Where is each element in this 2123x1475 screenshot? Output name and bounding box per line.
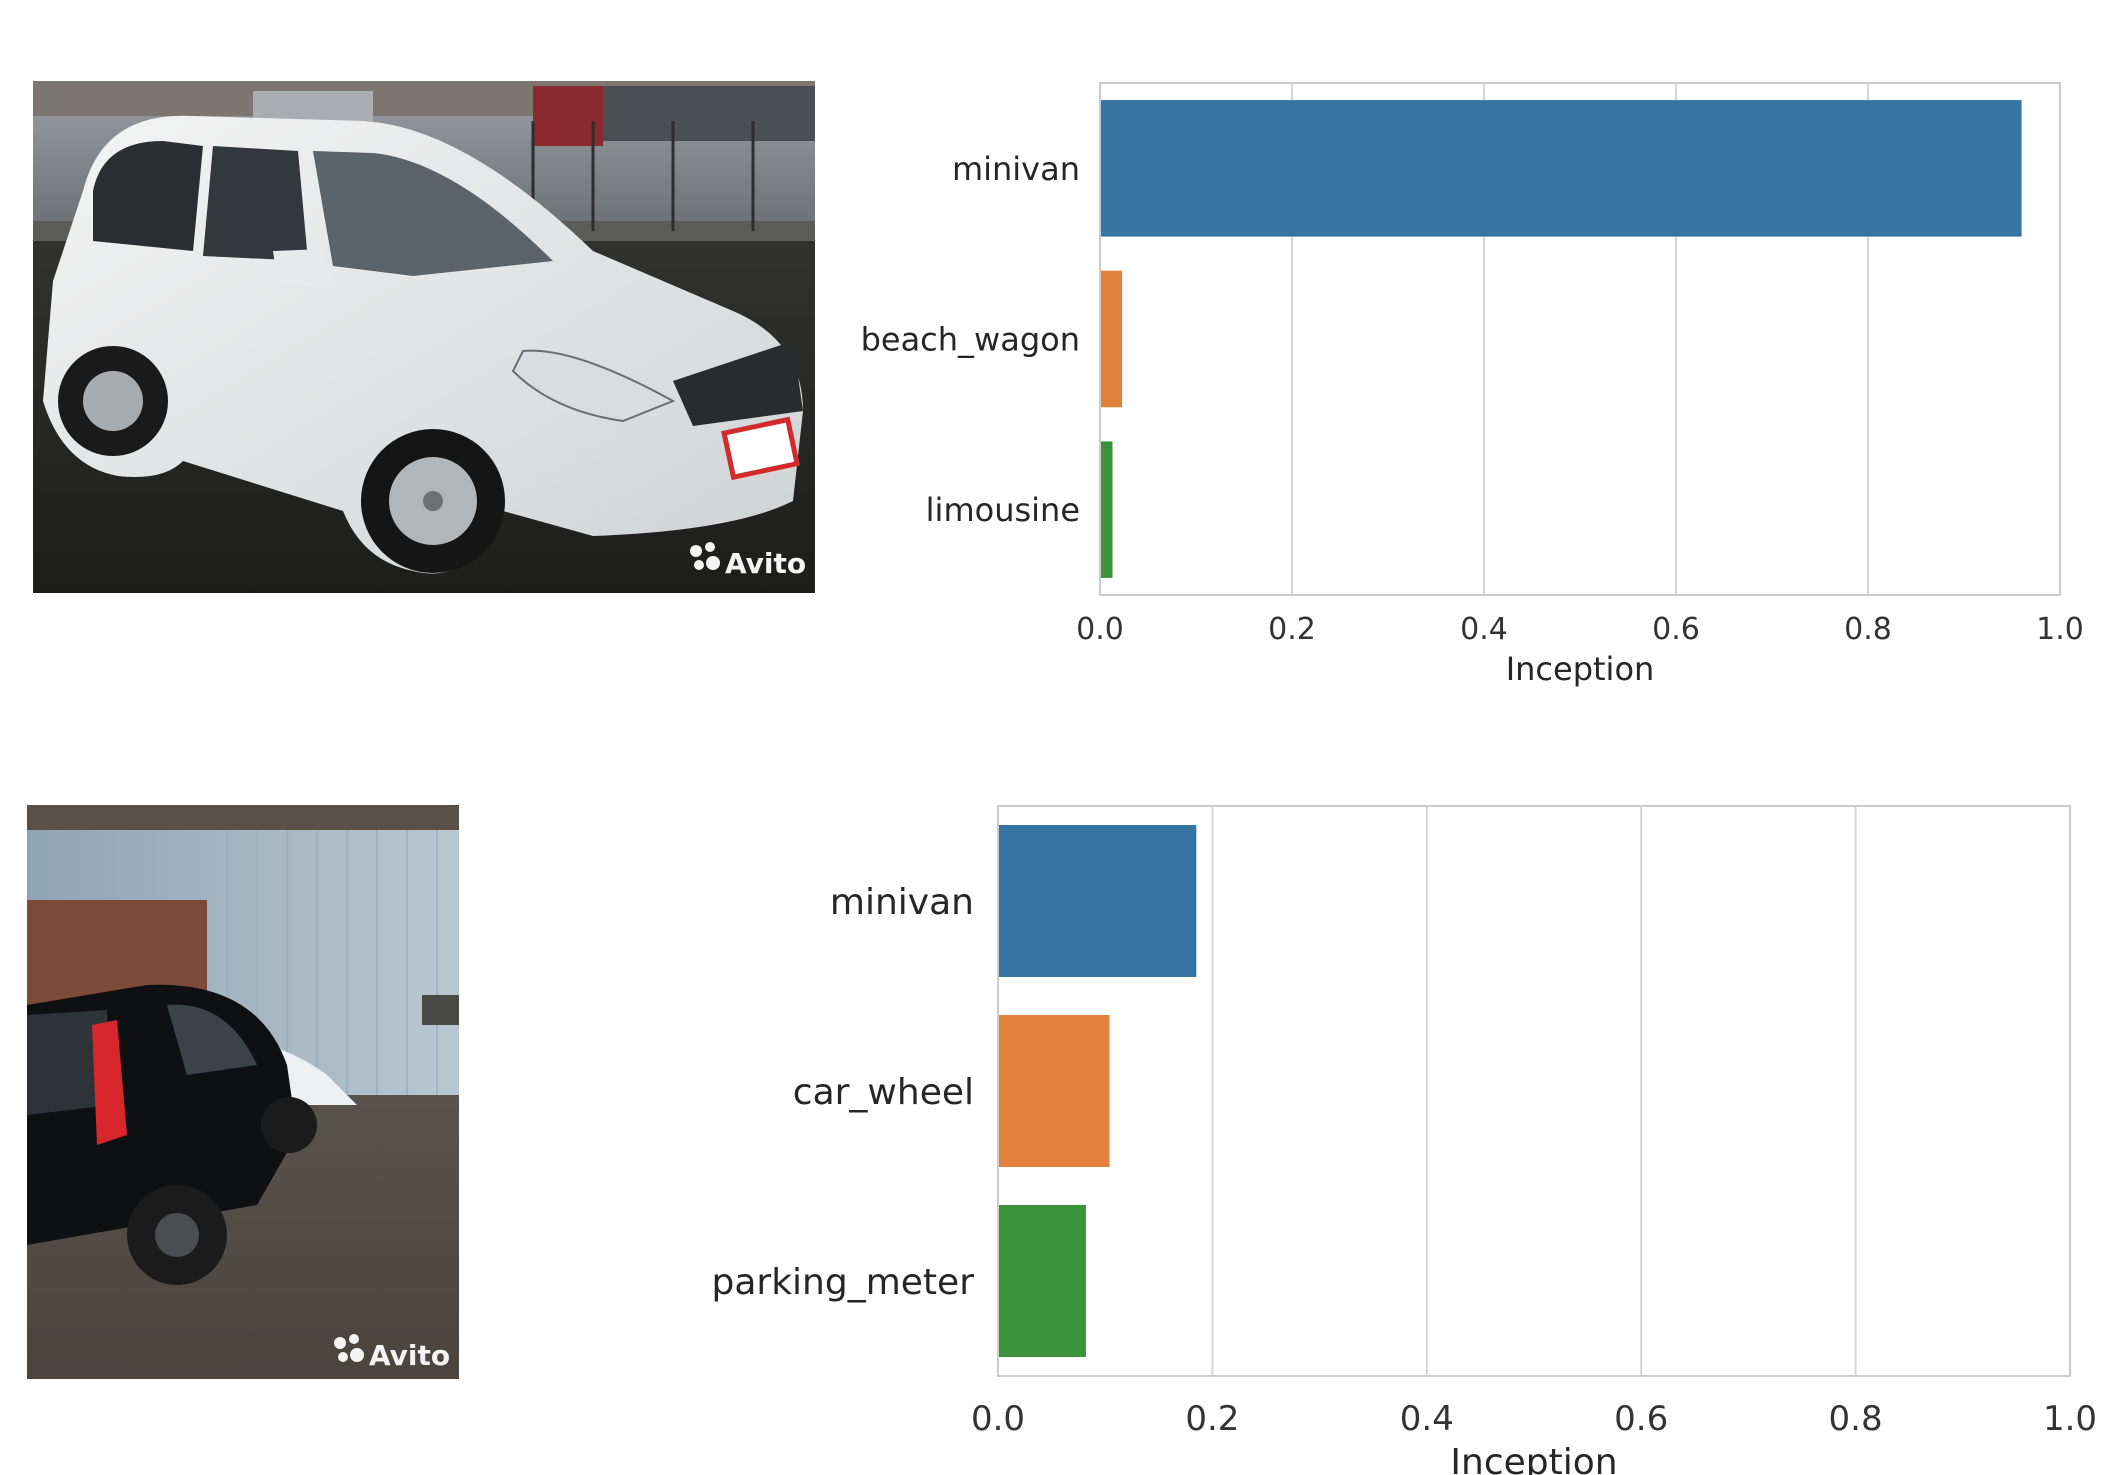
bar-limousine (1100, 441, 1113, 578)
x-tick-label-1: 0.2 (1268, 612, 1316, 647)
plot-frame (997, 805, 2071, 1377)
prediction-chart-2: minivan car_wheel parking_meter 0.0 0.2 0.4 0.… (700, 790, 2110, 1475)
x-tick-label-5: 1.0 (2036, 612, 2084, 647)
bar-beach-wagon (1100, 270, 1123, 408)
chart-1-svg: minivan beach_wagon limousine 0.0 0.2 0.4 0.6 0… (861, 82, 2084, 688)
x-tick-label-4: 0.8 (1829, 1399, 1883, 1439)
category-label-beach-wagon: beach_wagon (861, 321, 1080, 359)
category-label-minivan: minivan (952, 150, 1080, 188)
bar-car-wheel (998, 1015, 1110, 1167)
x-tick-label-0: 0.0 (971, 1399, 1025, 1439)
chart-2-svg: minivan car_wheel parking_meter 0.0 0.2 0.4 0.… (711, 805, 2097, 1475)
x-tick-label-2: 0.4 (1400, 1399, 1454, 1439)
category-label-minivan: minivan (830, 882, 974, 923)
x-axis-title: Inception (1450, 1442, 1617, 1475)
avito-watermark-2: Avito (334, 1334, 450, 1372)
x-tick-label-4: 0.8 (1844, 612, 1892, 647)
avito-watermark: Avito (690, 542, 806, 580)
category-label-car-wheel: car_wheel (793, 1072, 974, 1113)
bar-minivan (998, 825, 1197, 977)
category-label-parking-meter: parking_meter (711, 1262, 974, 1303)
car-photo-black: Avito (27, 805, 459, 1379)
category-label-limousine: limousine (926, 491, 1080, 529)
svg-text:Avito: Avito (725, 547, 806, 580)
car-photo-white: Avito (33, 81, 815, 593)
x-axis-title: Inception (1506, 650, 1655, 688)
svg-text:Avito: Avito (369, 1339, 450, 1372)
x-tick-label-2: 0.4 (1460, 612, 1508, 647)
x-tick-label-5: 1.0 (2043, 1399, 2097, 1439)
bar-minivan (1100, 100, 2022, 237)
x-tick-label-3: 0.6 (1614, 1399, 1668, 1439)
x-tick-label-3: 0.6 (1652, 612, 1700, 647)
bar-parking-meter (998, 1205, 1086, 1357)
plot-frame (1099, 82, 2061, 596)
prediction-chart-1: minivan beach_wagon limousine 0.0 0.2 0.4 0.6 0… (850, 60, 2100, 700)
x-tick-label-0: 0.0 (1076, 612, 1124, 647)
x-tick-label-1: 0.2 (1185, 1399, 1239, 1439)
